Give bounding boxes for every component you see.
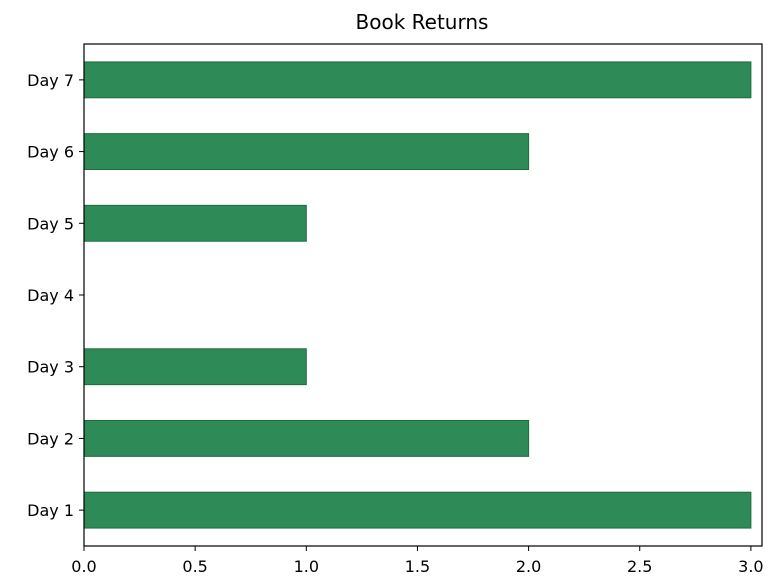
x-axis: 0.0 0.5 1.0 1.5 2.0 2.5 3.0 [71, 546, 764, 576]
y-tick-label: Day 7 [27, 71, 74, 90]
y-axis: Day 1 Day 2 Day 3 Day 4 Day 5 Day 6 Day 7 [27, 71, 84, 520]
y-tick-label: Day 1 [27, 501, 74, 520]
x-tick-label: 1.0 [294, 557, 319, 576]
bar-day-3 [83, 348, 307, 386]
x-tick-label: 1.5 [405, 557, 430, 576]
bar-day-6 [83, 133, 530, 170]
bar-day-2 [83, 420, 530, 457]
x-tick-label: 2.0 [516, 557, 541, 576]
chart-title: Book Returns [356, 10, 489, 34]
x-tick-label: 3.0 [738, 557, 763, 576]
x-tick-label: 0.5 [182, 557, 207, 576]
x-tick-label: 0.0 [71, 557, 96, 576]
bar-day-1 [83, 491, 752, 529]
y-tick-label: Day 5 [27, 214, 74, 233]
bar-day-5 [83, 204, 307, 242]
y-tick-label: Day 2 [27, 429, 74, 448]
y-tick-label: Day 6 [27, 143, 74, 162]
plot-area-frame [83, 43, 763, 547]
y-tick-label: Day 4 [27, 286, 74, 305]
bars-layer [83, 61, 752, 529]
bar-day-7 [83, 61, 752, 99]
x-tick-label: 2.5 [627, 557, 652, 576]
y-tick-label: Day 3 [27, 358, 74, 377]
